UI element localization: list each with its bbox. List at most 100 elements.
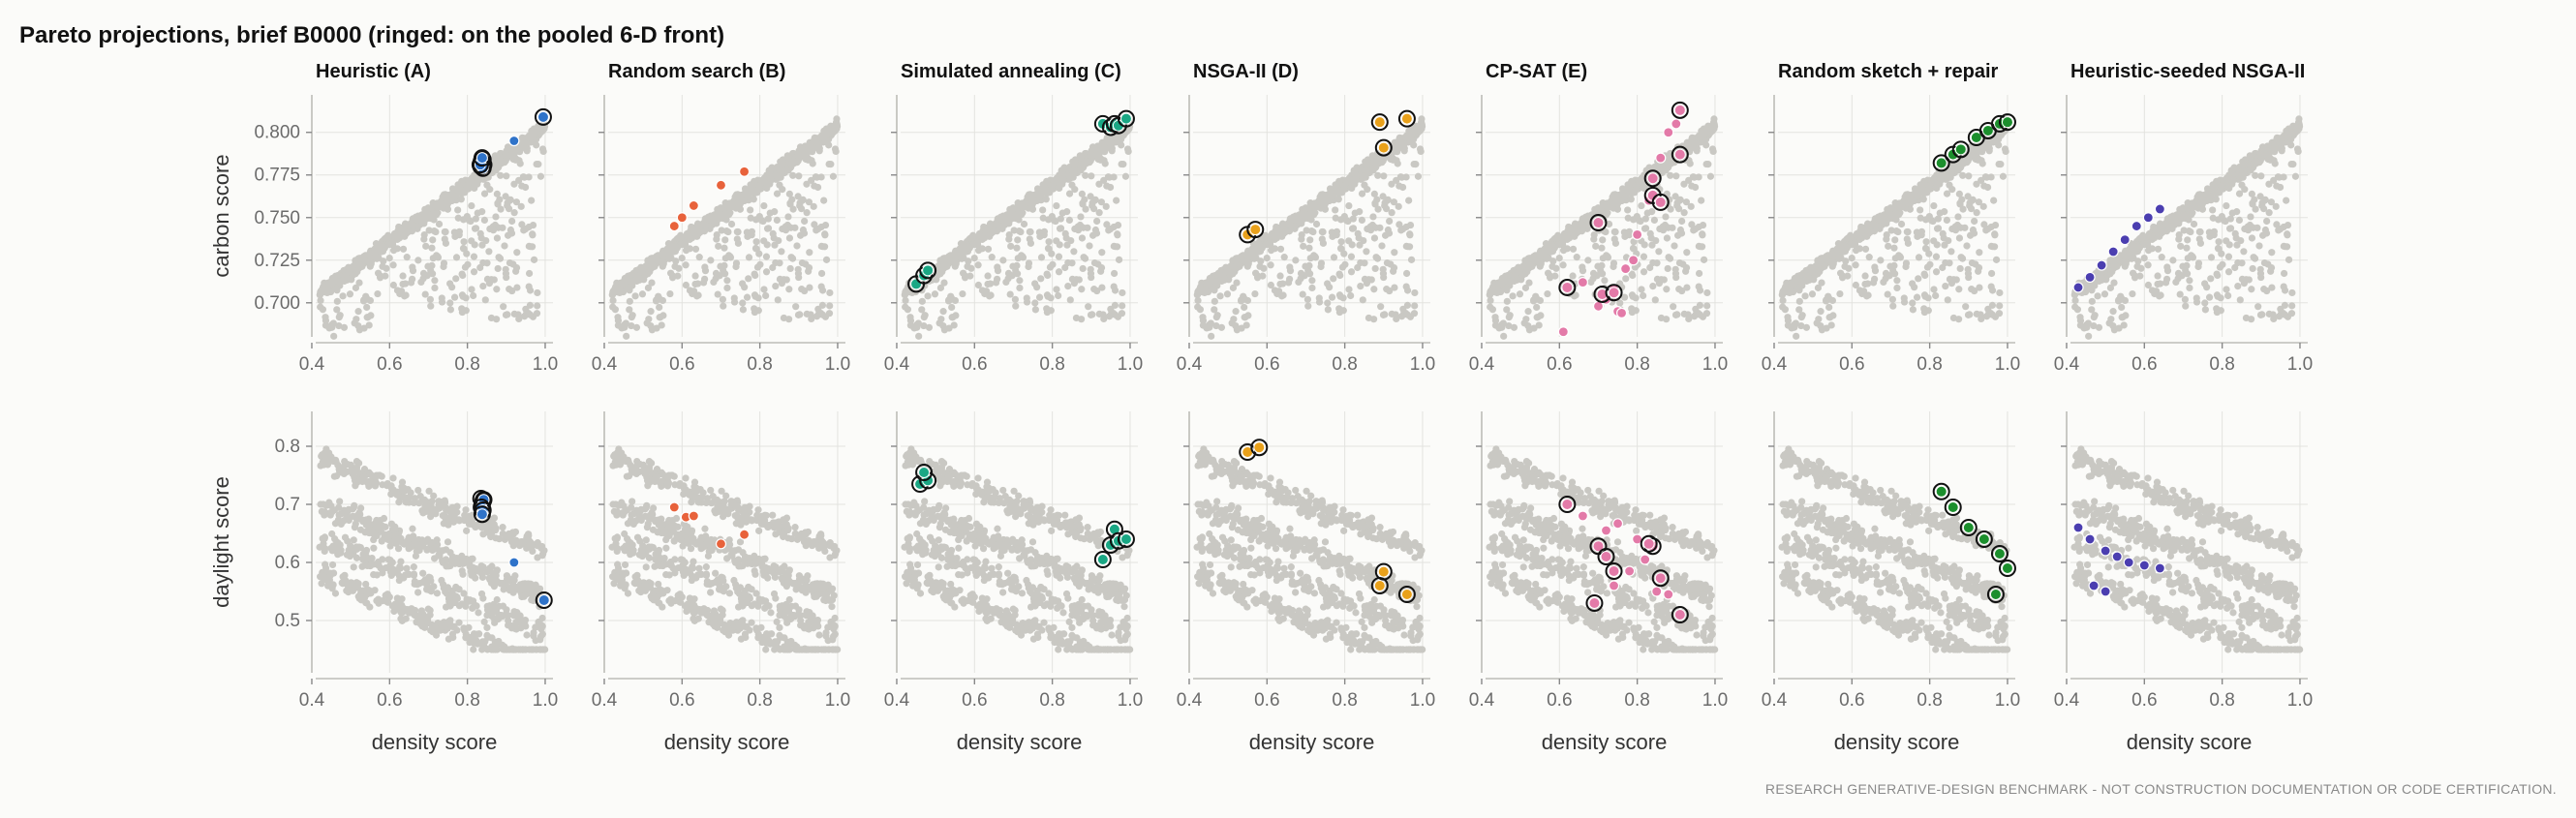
pooled-point [386, 557, 394, 564]
pooled-point [682, 247, 690, 255]
y-tick-label: 0.7 [275, 495, 300, 515]
pooled-point [672, 258, 680, 265]
pooled-point [771, 241, 779, 249]
pooled-point [822, 632, 830, 640]
panel-1: Heuristic (A)0.7000.7250.7500.7750.8000.… [209, 61, 558, 754]
pooled-point [744, 504, 751, 512]
pooled-point [483, 259, 491, 267]
pooled-point [451, 598, 459, 607]
pooled-point [643, 524, 652, 531]
pooled-point [419, 269, 428, 277]
pooled-point [512, 267, 520, 275]
pooled-point [714, 623, 721, 631]
pooled-point [448, 510, 456, 518]
pooled-point [512, 619, 520, 626]
pooled-point [695, 254, 703, 261]
pooled-point [438, 298, 446, 306]
pooled-point [655, 580, 662, 589]
pooled-point [389, 474, 397, 482]
pooled-point [371, 472, 379, 481]
pooled-point [739, 280, 747, 288]
pooled-point [1066, 172, 1074, 180]
pooled-point [695, 564, 703, 572]
pooled-point [465, 520, 473, 528]
pooled-point [358, 562, 366, 570]
pooled-point [612, 573, 621, 581]
pooled-point [444, 205, 452, 213]
y-axis-label: carbon score [209, 154, 233, 277]
pooled-point [811, 538, 818, 546]
pooled-point [1078, 190, 1086, 197]
pooled-point [762, 646, 770, 653]
x-tick-label: 0.6 [669, 690, 694, 711]
pooled-point [480, 190, 489, 197]
pooled-point [803, 576, 811, 584]
pooled-point [784, 213, 792, 221]
pooled-point [707, 257, 715, 264]
pooled-point [441, 235, 448, 243]
pooled-point [359, 297, 368, 305]
pooled-point [392, 539, 400, 548]
pooled-point [493, 234, 502, 242]
pooled-point [355, 326, 363, 334]
y-tick-label: 0.8 [275, 437, 300, 457]
pooled-point [399, 245, 408, 253]
pooled-point [668, 242, 676, 250]
pooled-point [411, 611, 418, 619]
pooled-point [420, 230, 428, 239]
pooled-point [826, 288, 834, 297]
pooled-point [785, 595, 793, 604]
pooled-point [1113, 197, 1120, 204]
pooled-point [699, 279, 708, 287]
pooled-point [374, 289, 382, 298]
pooled-point [480, 618, 488, 625]
pooled-point [702, 222, 710, 229]
pooled-point [420, 613, 428, 621]
pooled-point [809, 612, 816, 620]
method-point [676, 212, 688, 224]
pooled-point [343, 587, 351, 594]
pooled-point [620, 501, 628, 510]
pooled-point [665, 596, 673, 605]
pooled-point [611, 451, 619, 459]
pooled-point [429, 236, 437, 244]
method-point [715, 538, 727, 550]
pooled-point [446, 621, 454, 628]
pooled-point [776, 181, 783, 189]
pooled-point [782, 569, 789, 578]
method-point [508, 135, 520, 147]
pooled-point [446, 280, 454, 288]
pooled-point [644, 467, 652, 474]
pooled-point [534, 288, 541, 297]
method-point [508, 557, 520, 568]
pooled-point [1088, 172, 1095, 180]
pooled-point [915, 332, 923, 340]
pooled-point [483, 631, 491, 639]
pooled-point [534, 302, 541, 310]
pooled-point [795, 273, 803, 282]
pooled-point [539, 550, 547, 558]
pooled-point [383, 264, 390, 272]
pooled-point [791, 641, 799, 649]
pooled-point [707, 486, 715, 495]
pooled-point [1013, 244, 1021, 252]
pooled-point [758, 596, 766, 604]
pooled-point [494, 615, 503, 623]
pooled-point [1039, 206, 1047, 214]
pooled-point [414, 486, 422, 495]
pooled-point [829, 172, 838, 180]
pooled-point [383, 598, 391, 606]
pooled-point [988, 254, 996, 261]
pooled-point [774, 172, 782, 180]
x-tick-label: 0.8 [454, 690, 479, 711]
pooled-point [633, 533, 642, 541]
pooled-point [482, 523, 490, 531]
pooled-point [472, 215, 479, 223]
pooled-point [611, 534, 619, 542]
pooled-point [734, 546, 743, 554]
pooled-point [374, 269, 383, 277]
pooled-point [690, 558, 697, 565]
pooled-point [713, 613, 721, 621]
pooled-point [406, 493, 414, 501]
x-tick-label: 0.6 [377, 354, 402, 375]
